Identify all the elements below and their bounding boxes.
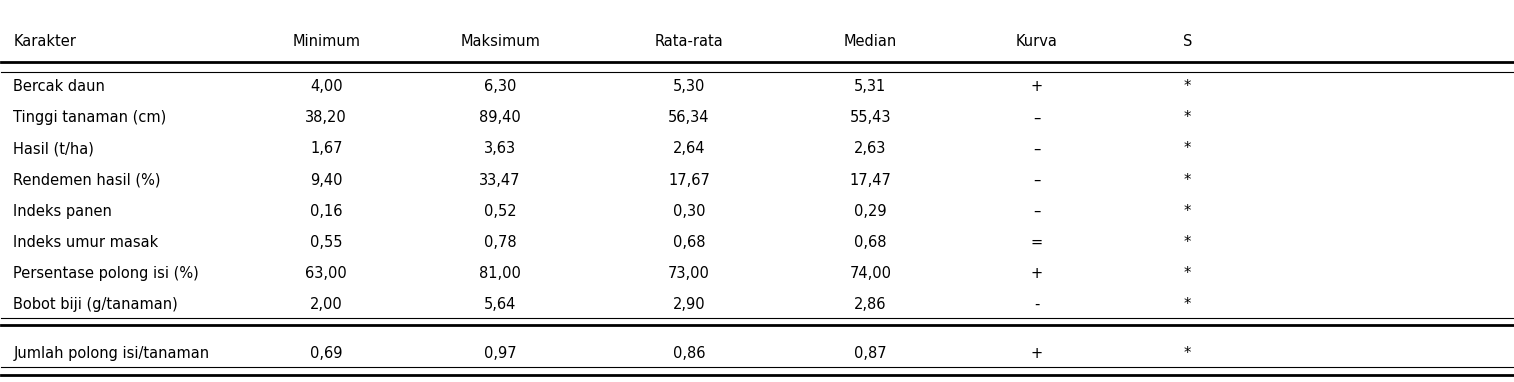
Text: +: +	[1031, 266, 1043, 281]
Text: 38,20: 38,20	[306, 110, 347, 125]
Text: 0,86: 0,86	[672, 346, 706, 361]
Text: 0,29: 0,29	[854, 204, 887, 219]
Text: 5,31: 5,31	[854, 79, 887, 94]
Text: Indeks umur masak: Indeks umur masak	[14, 235, 159, 250]
Text: Indeks panen: Indeks panen	[14, 204, 112, 219]
Text: 0,97: 0,97	[484, 346, 516, 361]
Text: =: =	[1031, 235, 1043, 250]
Text: *: *	[1184, 79, 1192, 94]
Text: 0,16: 0,16	[310, 204, 342, 219]
Text: -: -	[1034, 297, 1039, 312]
Text: 4,00: 4,00	[310, 79, 342, 94]
Text: 2,86: 2,86	[854, 297, 887, 312]
Text: Rata-rata: Rata-rata	[654, 34, 724, 49]
Text: Minimum: Minimum	[292, 34, 360, 49]
Text: 0,87: 0,87	[854, 346, 887, 361]
Text: 81,00: 81,00	[478, 266, 521, 281]
Text: +: +	[1031, 79, 1043, 94]
Text: 55,43: 55,43	[849, 110, 892, 125]
Text: –: –	[1033, 204, 1040, 219]
Text: *: *	[1184, 346, 1192, 361]
Text: Hasil (t/ha): Hasil (t/ha)	[14, 141, 94, 156]
Text: *: *	[1184, 266, 1192, 281]
Text: 56,34: 56,34	[668, 110, 710, 125]
Text: Kurva: Kurva	[1016, 34, 1057, 49]
Text: *: *	[1184, 235, 1192, 250]
Text: 73,00: 73,00	[668, 266, 710, 281]
Text: Rendemen hasil (%): Rendemen hasil (%)	[14, 173, 160, 188]
Text: 1,67: 1,67	[310, 141, 342, 156]
Text: Jumlah polong isi/tanaman: Jumlah polong isi/tanaman	[14, 346, 209, 361]
Text: Tinggi tanaman (cm): Tinggi tanaman (cm)	[14, 110, 167, 125]
Text: 63,00: 63,00	[306, 266, 347, 281]
Text: *: *	[1184, 141, 1192, 156]
Text: Bobot biji (g/tanaman): Bobot biji (g/tanaman)	[14, 297, 179, 312]
Text: 0,30: 0,30	[672, 204, 706, 219]
Text: *: *	[1184, 110, 1192, 125]
Text: 89,40: 89,40	[480, 110, 521, 125]
Text: 0,52: 0,52	[484, 204, 516, 219]
Text: 2,64: 2,64	[672, 141, 706, 156]
Text: 0,69: 0,69	[310, 346, 342, 361]
Text: 17,67: 17,67	[668, 173, 710, 188]
Text: 9,40: 9,40	[310, 173, 342, 188]
Text: Maksimum: Maksimum	[460, 34, 540, 49]
Text: Karakter: Karakter	[14, 34, 76, 49]
Text: Persentase polong isi (%): Persentase polong isi (%)	[14, 266, 200, 281]
Text: 2,90: 2,90	[672, 297, 706, 312]
Text: 0,68: 0,68	[854, 235, 887, 250]
Text: 6,30: 6,30	[484, 79, 516, 94]
Text: 0,68: 0,68	[672, 235, 706, 250]
Text: –: –	[1033, 173, 1040, 188]
Text: 5,30: 5,30	[672, 79, 706, 94]
Text: *: *	[1184, 173, 1192, 188]
Text: *: *	[1184, 204, 1192, 219]
Text: Bercak daun: Bercak daun	[14, 79, 106, 94]
Text: 2,63: 2,63	[854, 141, 887, 156]
Text: 33,47: 33,47	[480, 173, 521, 188]
Text: –: –	[1033, 110, 1040, 125]
Text: 0,78: 0,78	[484, 235, 516, 250]
Text: 2,00: 2,00	[310, 297, 342, 312]
Text: 17,47: 17,47	[849, 173, 892, 188]
Text: 5,64: 5,64	[484, 297, 516, 312]
Text: 0,55: 0,55	[310, 235, 342, 250]
Text: +: +	[1031, 346, 1043, 361]
Text: *: *	[1184, 297, 1192, 312]
Text: 74,00: 74,00	[849, 266, 892, 281]
Text: S: S	[1182, 34, 1193, 49]
Text: 3,63: 3,63	[484, 141, 516, 156]
Text: –: –	[1033, 141, 1040, 156]
Text: Median: Median	[843, 34, 896, 49]
